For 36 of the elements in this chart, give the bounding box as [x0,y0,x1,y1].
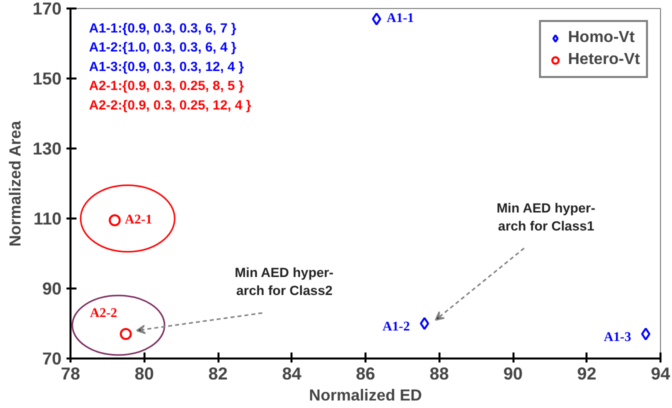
annotation: A1-1:{0.9, 0.3, 0.3, 6, 7 } [88,20,236,36]
point [420,317,430,330]
data-label: A2-2 [90,305,118,320]
y-tick-label: 150 [32,68,62,88]
data-label: A1-1 [386,10,414,25]
y-tick-label: 130 [32,138,62,158]
x-tick-label: 78 [60,364,80,384]
x-tick-label: 82 [208,364,228,384]
annotation: Min AED hyper- arch for Class1 [496,200,596,234]
y-axis-title: Normalized Area [8,120,25,247]
point [120,328,132,340]
annotation: A2-2:{0.9, 0.3, 0.25, 12, 4 } [88,97,252,112]
x-tick-label: 84 [282,364,302,384]
y-tick-label: 170 [32,0,62,18]
point [108,214,121,226]
legend-label: Homo-Vt [568,29,635,47]
y-tick-label: 110 [34,208,62,228]
y-tick-label: 70 [42,348,62,368]
legend-label: Hetero-Vt [568,51,640,69]
data-label: A2-1 [124,211,152,226]
x-tick-label: 94 [650,364,670,384]
annotation: Min AED hyper- arch for Class2 [234,265,334,298]
annotation: A2-1:{0.9, 0.3, 0.25, 8, 5 } [88,78,244,93]
point [372,12,382,26]
x-axis-title: Normalized ED [309,388,422,404]
y-tick-label: 90 [42,278,62,298]
x-tick-label: 88 [430,364,450,384]
x-tick-label: 90 [503,364,523,384]
x-tick-label: 80 [134,364,154,384]
annotation: A1-2:{1.0, 0.3, 0.3, 6, 4 } [88,40,236,54]
point [641,328,650,340]
annotation: A1-3:{0.9, 0.3, 0.3, 12, 4 } [88,58,244,74]
data-label: A1-2 [382,318,410,334]
x-tick-label: 86 [356,364,376,384]
data-label: A1-3 [604,329,632,344]
x-tick-label: 92 [577,364,596,384]
